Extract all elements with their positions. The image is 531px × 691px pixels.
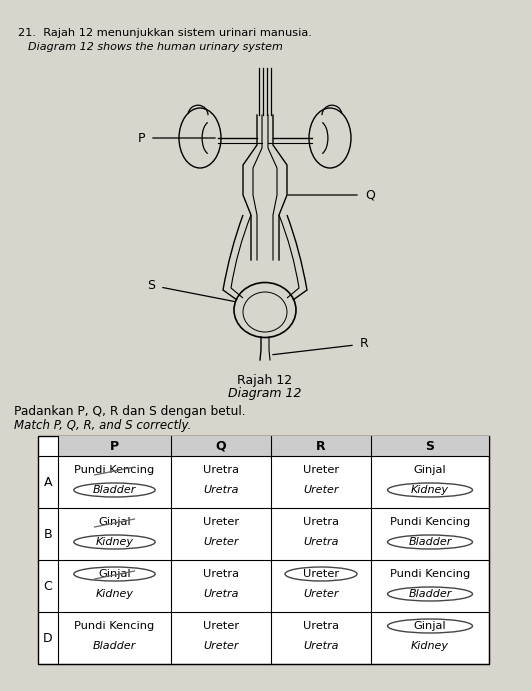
- Text: Ureter: Ureter: [303, 465, 339, 475]
- Text: C: C: [44, 580, 53, 592]
- Text: P: P: [138, 131, 145, 144]
- Text: Q: Q: [216, 439, 226, 453]
- Text: Ureter: Ureter: [203, 621, 239, 631]
- Text: Uretra: Uretra: [203, 589, 239, 599]
- Bar: [58, 436, 489, 456]
- Text: 21.  Rajah 12 menunjukkan sistem urinari manusia.: 21. Rajah 12 menunjukkan sistem urinari …: [18, 28, 312, 38]
- Text: Ureter: Ureter: [303, 569, 339, 579]
- Text: Ureter: Ureter: [303, 485, 339, 495]
- Text: Uretra: Uretra: [203, 485, 239, 495]
- Text: Uretra: Uretra: [303, 641, 339, 651]
- Text: Kidney: Kidney: [96, 589, 133, 599]
- Text: Uretra: Uretra: [303, 537, 339, 547]
- Text: B: B: [44, 527, 53, 540]
- Text: Bladder: Bladder: [93, 485, 136, 495]
- Text: Pundi Kencing: Pundi Kencing: [390, 569, 470, 579]
- Text: Bladder: Bladder: [93, 641, 136, 651]
- Text: Uretra: Uretra: [203, 465, 239, 475]
- Text: Uretra: Uretra: [203, 569, 239, 579]
- Text: Pundi Kencing: Pundi Kencing: [74, 465, 155, 475]
- Text: Ginjal: Ginjal: [414, 621, 447, 631]
- Text: Kidney: Kidney: [411, 641, 449, 651]
- Text: Kidney: Kidney: [96, 537, 133, 547]
- Text: Ureter: Ureter: [303, 589, 339, 599]
- Text: Ginjal: Ginjal: [414, 465, 447, 475]
- Text: P: P: [110, 439, 119, 453]
- Text: Ureter: Ureter: [203, 537, 239, 547]
- Text: Kidney: Kidney: [411, 485, 449, 495]
- Text: Pundi Kencing: Pundi Kencing: [74, 621, 155, 631]
- Text: S: S: [425, 439, 434, 453]
- Text: S: S: [147, 278, 155, 292]
- Text: Padankan P, Q, R dan S dengan betul.: Padankan P, Q, R dan S dengan betul.: [14, 405, 246, 418]
- Text: Bladder: Bladder: [408, 537, 452, 547]
- Text: Bladder: Bladder: [408, 589, 452, 599]
- Text: R: R: [316, 439, 326, 453]
- Text: Uretra: Uretra: [303, 621, 339, 631]
- Text: Ginjal: Ginjal: [98, 517, 131, 527]
- Text: Ginjal: Ginjal: [98, 569, 131, 579]
- Text: Diagram 12 shows the human urinary system: Diagram 12 shows the human urinary syste…: [28, 42, 283, 52]
- Text: A: A: [44, 475, 52, 489]
- Text: Rajah 12: Rajah 12: [237, 374, 293, 387]
- Text: Pundi Kencing: Pundi Kencing: [390, 517, 470, 527]
- Text: Q: Q: [365, 189, 375, 202]
- Text: Match P, Q, R, and S correctly.: Match P, Q, R, and S correctly.: [14, 419, 191, 432]
- Text: Ureter: Ureter: [203, 641, 239, 651]
- Text: D: D: [43, 632, 53, 645]
- Bar: [38, 436, 489, 664]
- Text: Uretra: Uretra: [303, 517, 339, 527]
- Text: Diagram 12: Diagram 12: [228, 387, 302, 400]
- Text: R: R: [360, 337, 369, 350]
- Text: Ureter: Ureter: [203, 517, 239, 527]
